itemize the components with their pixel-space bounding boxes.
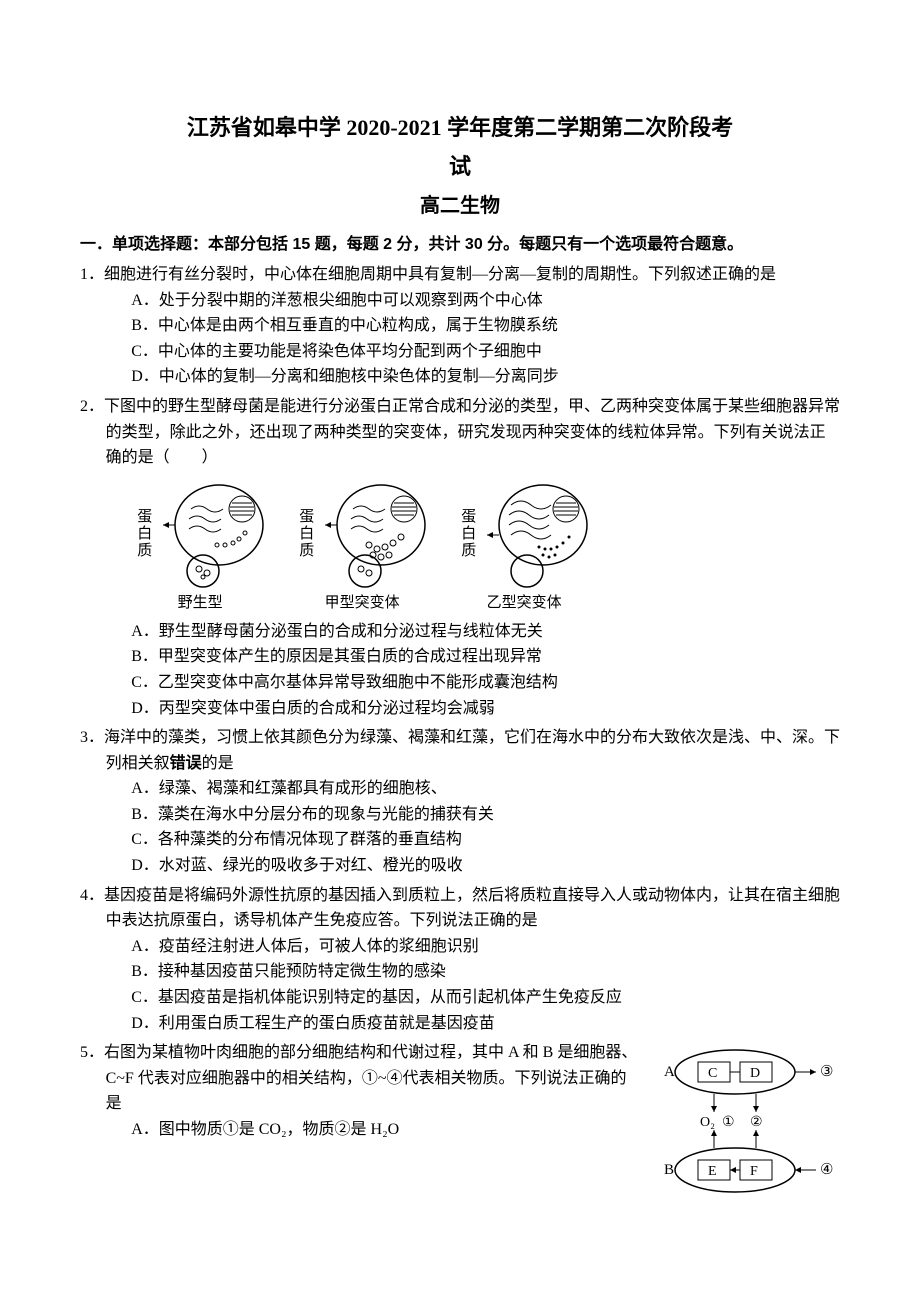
- q5-block: 5．右图为某植物叶肉细胞的部分细胞结构和代谢过程，其中 A 和 B 是细胞器、C…: [80, 1040, 840, 1142]
- q2-figure-row: 蛋白质: [80, 479, 840, 615]
- q5-label-c: C: [708, 1066, 717, 1081]
- q3-option-d: D．水对蓝、绿光的吸收多于对红、橙光的吸收: [80, 853, 840, 879]
- q4-option-d: D．利用蛋白质工程生产的蛋白质疫苗就是基因疫苗: [80, 1011, 840, 1037]
- q2-fig-wild-caption: 野生型: [131, 591, 269, 615]
- q4-stem: 4．基因疫苗是将编码外源性抗原的基因插入到质粒上，然后将质粒直接导入人或动物体内…: [80, 883, 840, 934]
- q3-option-a: A．绿藻、褐藻和红藻都具有成形的细胞核、: [80, 776, 840, 802]
- q2-fig-yi: 蛋白质: [455, 479, 593, 615]
- q1-option-a: A．处于分裂中期的洋葱根尖细胞中可以观察到两个中心体: [80, 288, 840, 314]
- q1-option-b: B．中心体是由两个相互垂直的中心粒构成，属于生物膜系统: [80, 313, 840, 339]
- q5-label-b: B: [664, 1162, 674, 1178]
- q2-fig-jia-label: 蛋白质: [293, 508, 317, 559]
- q2-option-c: C．乙型突变体中高尔基体异常导致细胞中不能形成囊泡结构: [80, 670, 840, 696]
- title-line-1: 江苏省如皋中学 2020-2021 学年度第二学期第二次阶段考: [80, 110, 840, 145]
- title-line-2: 试: [80, 149, 840, 184]
- q2-option-a: A．野生型酵母菌分泌蛋白的合成和分泌过程与线粒体无关: [80, 619, 840, 645]
- section-1-heading: 一．单项选择题：本部分包括 15 题，每题 2 分，共计 30 分。每题只有一个…: [80, 232, 840, 258]
- q3-stem-bold: 错误: [170, 755, 202, 772]
- q3-stem-b: 的是: [202, 755, 234, 772]
- q2-fig-yi-label: 蛋白质: [455, 508, 479, 559]
- q3-option-b: B．藻类在海水中分层分布的现象与光能的捕获有关: [80, 802, 840, 828]
- q4-option-a: A．疫苗经注射进人体后，可被人体的浆细胞识别: [80, 934, 840, 960]
- yeast-cell-wild-icon: [159, 479, 269, 589]
- q3-option-c: C．各种藻类的分布情况体现了群落的垂直结构: [80, 827, 840, 853]
- q2-fig-wild: 蛋白质: [131, 479, 269, 615]
- q5-label-a: A: [664, 1064, 675, 1080]
- q5-label-d: D: [750, 1066, 760, 1081]
- subtitle: 高二生物: [80, 190, 840, 222]
- q2-stem: 2．下图中的野生型酵母菌是能进行分泌蛋白正常合成和分泌的类型，甲、乙两种突变体属…: [80, 394, 840, 471]
- q2-option-d: D．丙型突变体中蛋白质的合成和分泌过程均会减弱: [80, 696, 840, 722]
- q5-option-a: A．图中物质①是 CO₂，物质②是 H₂O: [80, 1117, 640, 1143]
- yeast-cell-jia-icon: [321, 479, 431, 589]
- q5-diagram-icon: A C D ③ O₂ ① ②: [650, 1044, 840, 1194]
- q5-label-3: ③: [820, 1064, 833, 1080]
- exam-page: 江苏省如皋中学 2020-2021 学年度第二学期第二次阶段考 试 高二生物 一…: [0, 0, 920, 1203]
- q2-fig-jia: 蛋白质: [293, 479, 431, 615]
- q3-stem: 3．海洋中的藻类，习惯上依其颜色分为绿藻、褐藻和红藻，它们在海水中的分布大致依次…: [80, 725, 840, 776]
- q2-fig-wild-label: 蛋白质: [131, 508, 155, 559]
- yeast-cell-yi-icon: [483, 479, 593, 589]
- q1-option-d: D．中心体的复制—分离和细胞核中染色体的复制—分离同步: [80, 364, 840, 390]
- q5-label-4: ④: [820, 1162, 833, 1178]
- q5-label-2: ②: [750, 1115, 763, 1130]
- q2-fig-yi-caption: 乙型突变体: [455, 591, 593, 615]
- q2-option-b: B．甲型突变体产生的原因是其蛋白质的合成过程出现异常: [80, 644, 840, 670]
- q2-fig-jia-caption: 甲型突变体: [293, 591, 431, 615]
- q5-label-e: E: [708, 1164, 717, 1179]
- q1-stem: 1．细胞进行有丝分裂时，中心体在细胞周期中具有复制—分离—复制的周期性。下列叙述…: [80, 262, 840, 288]
- q5-label-f: F: [750, 1164, 758, 1179]
- q4-option-c: C．基因疫苗是指机体能识别特定的基因，从而引起机体产生免疫反应: [80, 985, 840, 1011]
- q1-option-c: C．中心体的主要功能是将染色体平均分配到两个子细胞中: [80, 339, 840, 365]
- q5-label-o2: O₂: [700, 1115, 715, 1130]
- q5-label-1: ①: [722, 1115, 735, 1130]
- q4-option-b: B．接种基因疫苗只能预防特定微生物的感染: [80, 959, 840, 985]
- q5-stem: 5．右图为某植物叶肉细胞的部分细胞结构和代谢过程，其中 A 和 B 是细胞器、C…: [80, 1040, 640, 1117]
